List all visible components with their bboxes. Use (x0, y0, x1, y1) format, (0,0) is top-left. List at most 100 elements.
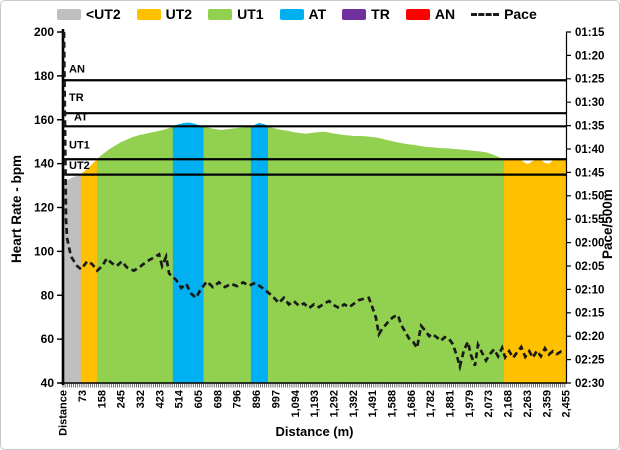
hr-area-slice (120, 139, 128, 384)
x-tick-label: 2,359 (541, 390, 553, 418)
y-left-tick-label: 40 (41, 376, 55, 390)
hr-area-slice (532, 159, 538, 384)
hr-area-slice (275, 128, 283, 384)
hr-area-slice (443, 148, 451, 384)
hr-area-slice (317, 131, 325, 384)
hr-area-slice (183, 122, 190, 384)
hr-area-slice (220, 129, 228, 384)
y-left-tick-label: 180 (34, 69, 54, 83)
y-right-tick-label: 02:10 (575, 284, 604, 296)
y-left-tick-label: 100 (34, 244, 54, 258)
pace-dashed-line-icon (471, 12, 500, 16)
y-left-tick-label: 160 (34, 113, 54, 127)
x-tick-label: 1,392 (348, 390, 360, 418)
hr-area-slice (419, 145, 427, 384)
hr-area-slice (80, 170, 86, 384)
hr-area-slice (244, 126, 252, 384)
hr-area-slice (503, 158, 507, 384)
hr-area-slice (305, 132, 313, 384)
x-tick-label: 245 (116, 390, 128, 408)
an-swatch-icon (405, 8, 430, 20)
hr-area-slice (401, 143, 409, 384)
hr-area-slice (485, 152, 492, 384)
hr-area-slice (490, 153, 497, 384)
hr-area-slice (413, 144, 421, 384)
hr-area-slice (281, 129, 289, 384)
x-tick-label: 2,168 (503, 390, 515, 418)
legend-label: <UT2 (86, 6, 121, 22)
zone-label: UT2 (69, 160, 90, 172)
hr-area-slice (431, 147, 439, 384)
zone-label: AT (74, 112, 88, 124)
x-tick-label: 2,455 (561, 390, 573, 418)
legend-item-an: AN (405, 6, 455, 22)
x-tick-label: 1,094 (290, 389, 302, 417)
hr-area-slice (208, 127, 216, 384)
y-axis-title-left: Heart Rate - bpm (9, 154, 24, 263)
y-left-tick-label: 140 (34, 157, 54, 171)
hr-area-slice (214, 129, 222, 384)
y-right-tick-label: 01:25 (575, 74, 605, 86)
y-left-tick-label: 80 (41, 288, 55, 302)
hr-area-slice (383, 139, 391, 384)
y-right-tick-label: 02:00 (575, 238, 604, 250)
y-right-tick-label: 01:45 (575, 167, 605, 179)
hr-area-slice (100, 151, 107, 384)
hr-area-slice (510, 159, 517, 384)
x-tick-label: 1,686 (406, 390, 418, 418)
hr-area-slice (407, 144, 415, 384)
legend-item-lt-ut2: <UT2 (57, 6, 121, 22)
zone-label: UT1 (69, 139, 90, 151)
hr-area-slice (347, 135, 355, 384)
y-left-tick-label: 60 (41, 332, 55, 346)
hr-area-slice (389, 140, 397, 384)
hr-area-slice (263, 124, 269, 384)
x-tick-label: 1,292 (328, 390, 340, 418)
hr-area-slice (198, 125, 205, 384)
hr-area-slice (178, 122, 185, 384)
x-tick-label: 1,193 (309, 390, 321, 418)
hr-area-slice (329, 132, 337, 384)
hr-area-slice (188, 122, 195, 384)
ut2-swatch-icon (136, 8, 161, 20)
x-tick-label: 1,588 (387, 390, 399, 418)
legend-label: UT2 (165, 6, 193, 22)
hr-area-slice (536, 159, 542, 384)
y-right-tick-label: 01:20 (575, 50, 604, 62)
hr-area-slice (293, 132, 301, 384)
hr-area-slice (556, 159, 562, 384)
at-swatch-icon (279, 8, 304, 20)
legend-item-at: AT (279, 6, 327, 22)
ut1-swatch-icon (208, 8, 233, 20)
hr-area-slice (311, 132, 319, 384)
hr-area-slice (299, 133, 307, 384)
hr-area-slice (455, 149, 463, 384)
hr-area-slice (323, 131, 331, 384)
hr-area-slice (138, 133, 146, 384)
x-tick-label: 2,263 (522, 390, 534, 418)
x-tick-label: Distance (58, 390, 70, 436)
zone-label: AN (69, 64, 85, 76)
x-axis-title: Distance (m) (275, 424, 354, 439)
y-axis-title-right: Pace/500m (600, 189, 615, 259)
y-left-tick-label: 200 (34, 25, 54, 39)
hr-area-slice (232, 127, 240, 384)
x-tick-label: 1,881 (445, 390, 457, 418)
hr-area-slice (479, 151, 487, 384)
hr-area-slice (505, 159, 512, 384)
hr-area-slice (168, 125, 174, 384)
x-tick-label: 158 (96, 390, 108, 408)
hr-area-slice (77, 173, 82, 384)
hr-area-slice (144, 132, 152, 384)
hr-area-slice (238, 127, 246, 384)
y-right-tick-label: 01:15 (575, 27, 605, 39)
x-tick-label: 514 (174, 389, 186, 408)
x-tick-label: 73 (77, 390, 89, 402)
pace-line (62, 31, 566, 372)
legend-label: AT (308, 6, 327, 22)
hr-area-slice (560, 159, 567, 384)
hr-area-slice (132, 135, 140, 384)
lt-ut2-swatch-icon (57, 8, 81, 20)
